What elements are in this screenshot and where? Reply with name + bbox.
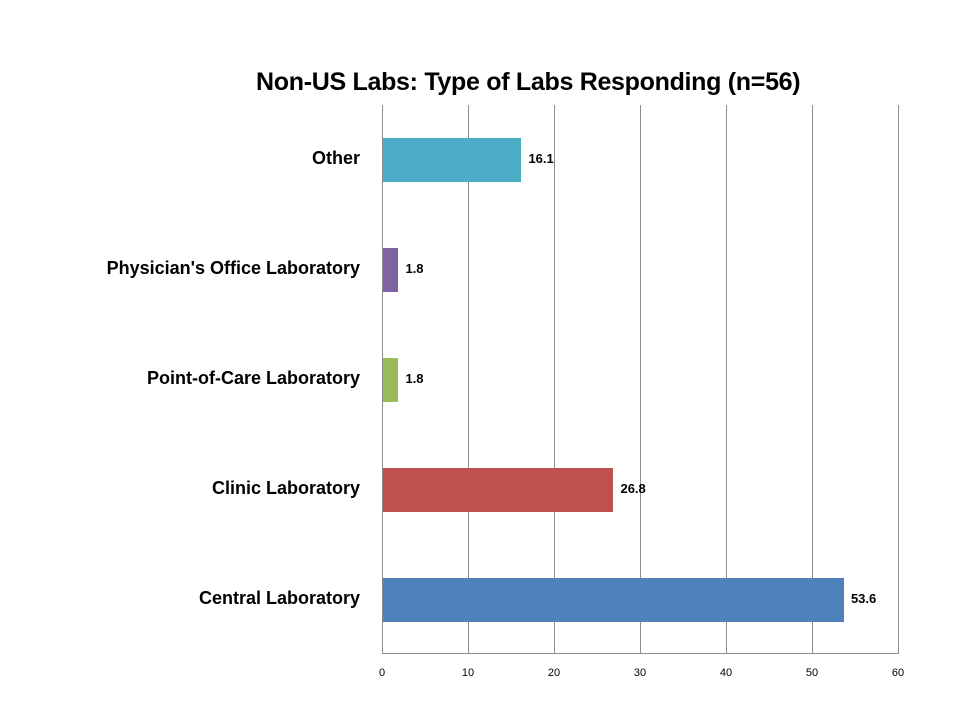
chart-title: Non-US Labs: Type of Labs Responding (n=… — [256, 68, 801, 96]
bar — [383, 358, 399, 402]
gridline — [726, 105, 727, 654]
category-label: Physician's Office Laboratory — [106, 258, 360, 278]
bar — [383, 468, 614, 512]
x-tick-label: 60 — [891, 667, 905, 679]
data-label: 1.8 — [405, 261, 424, 276]
bar — [383, 248, 399, 292]
x-tick-label: 50 — [805, 667, 819, 679]
gridline — [898, 105, 899, 654]
x-tick-label: 30 — [633, 667, 647, 679]
y-axis-line — [382, 105, 383, 654]
x-tick-label: 20 — [547, 667, 561, 679]
x-tick-label: 0 — [378, 667, 386, 679]
category-label: Point-of-Care Laboratory — [146, 368, 360, 388]
data-label: 26.8 — [620, 481, 646, 496]
bar — [383, 138, 522, 182]
gridline — [468, 105, 469, 654]
data-label: 16.1 — [528, 151, 554, 166]
bar — [383, 578, 844, 622]
x-tick-label: 10 — [461, 667, 475, 679]
category-label: Central Laboratory — [198, 588, 360, 608]
data-label: 1.8 — [405, 371, 424, 386]
gridline — [812, 105, 813, 654]
category-label: Clinic Laboratory — [211, 478, 360, 498]
data-label: 53.6 — [850, 591, 877, 606]
gridline — [554, 105, 555, 654]
plot-area: 16.1 1.8 1.8 26.8 53.6 — [382, 105, 899, 654]
gridline — [640, 105, 641, 654]
x-tick-label: 40 — [719, 667, 733, 679]
category-label: Other — [311, 148, 360, 168]
